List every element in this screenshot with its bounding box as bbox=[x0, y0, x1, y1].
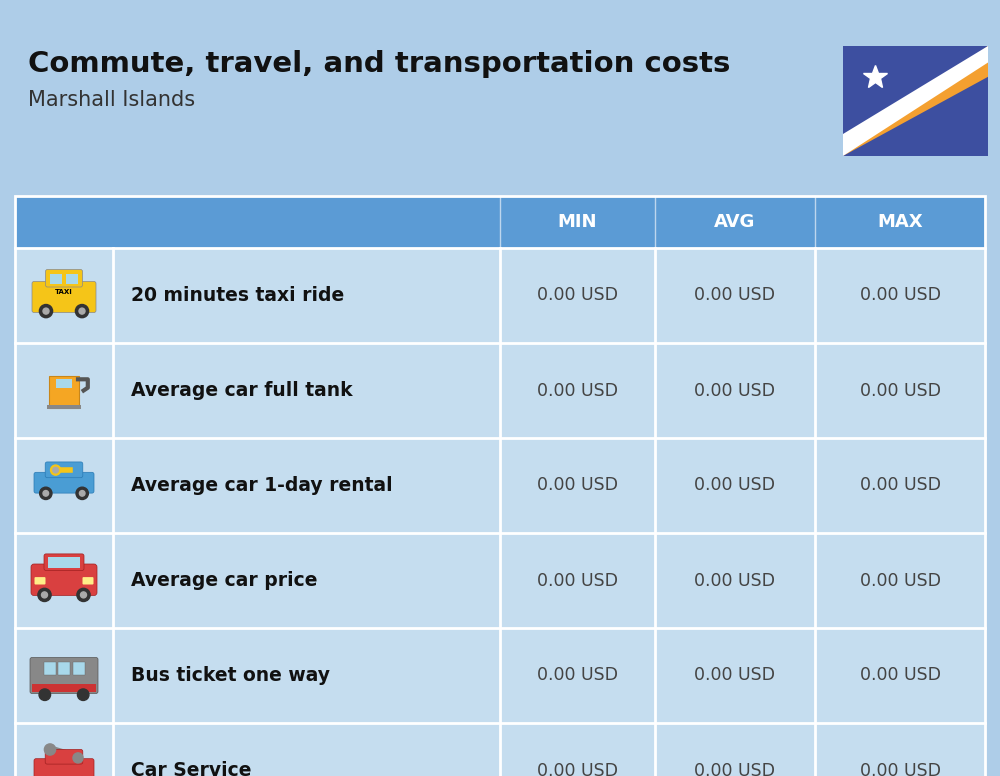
FancyBboxPatch shape bbox=[32, 282, 96, 313]
FancyBboxPatch shape bbox=[31, 564, 97, 595]
Circle shape bbox=[77, 689, 89, 701]
Circle shape bbox=[73, 753, 83, 763]
FancyBboxPatch shape bbox=[843, 46, 988, 156]
FancyBboxPatch shape bbox=[46, 269, 82, 287]
Circle shape bbox=[42, 592, 48, 598]
FancyBboxPatch shape bbox=[56, 379, 72, 388]
Text: 0.00 USD: 0.00 USD bbox=[537, 667, 618, 684]
Circle shape bbox=[39, 304, 53, 317]
FancyBboxPatch shape bbox=[58, 662, 70, 675]
Text: 0.00 USD: 0.00 USD bbox=[694, 571, 776, 590]
Circle shape bbox=[40, 487, 52, 500]
Text: 0.00 USD: 0.00 USD bbox=[694, 286, 776, 304]
FancyBboxPatch shape bbox=[48, 557, 80, 568]
FancyBboxPatch shape bbox=[34, 473, 94, 493]
FancyBboxPatch shape bbox=[15, 438, 985, 533]
Circle shape bbox=[44, 744, 56, 755]
Circle shape bbox=[38, 588, 51, 601]
FancyBboxPatch shape bbox=[30, 657, 98, 694]
FancyBboxPatch shape bbox=[45, 462, 83, 478]
FancyBboxPatch shape bbox=[45, 750, 83, 764]
Text: 0.00 USD: 0.00 USD bbox=[694, 382, 776, 400]
Polygon shape bbox=[843, 46, 988, 156]
Text: Average car 1-day rental: Average car 1-day rental bbox=[131, 476, 393, 495]
Text: 0.00 USD: 0.00 USD bbox=[537, 382, 618, 400]
FancyBboxPatch shape bbox=[50, 274, 62, 284]
FancyBboxPatch shape bbox=[47, 405, 81, 409]
Text: Average car full tank: Average car full tank bbox=[131, 381, 353, 400]
Circle shape bbox=[77, 588, 90, 601]
FancyBboxPatch shape bbox=[34, 577, 46, 584]
Circle shape bbox=[75, 304, 89, 317]
FancyBboxPatch shape bbox=[15, 533, 985, 628]
FancyBboxPatch shape bbox=[73, 662, 85, 675]
Text: 0.00 USD: 0.00 USD bbox=[537, 571, 618, 590]
Text: Commute, travel, and transportation costs: Commute, travel, and transportation cost… bbox=[28, 50, 730, 78]
Text: 0.00 USD: 0.00 USD bbox=[860, 382, 940, 400]
Circle shape bbox=[79, 490, 85, 496]
Circle shape bbox=[80, 592, 87, 598]
Text: Marshall Islands: Marshall Islands bbox=[28, 90, 195, 110]
Circle shape bbox=[53, 467, 58, 473]
Text: AVG: AVG bbox=[714, 213, 756, 231]
Text: 0.00 USD: 0.00 USD bbox=[860, 571, 940, 590]
Text: 0.00 USD: 0.00 USD bbox=[860, 286, 940, 304]
Text: MIN: MIN bbox=[558, 213, 597, 231]
Text: 0.00 USD: 0.00 USD bbox=[860, 761, 940, 776]
Circle shape bbox=[43, 490, 49, 496]
Circle shape bbox=[79, 308, 85, 314]
Text: TAXI: TAXI bbox=[55, 289, 73, 296]
FancyBboxPatch shape bbox=[34, 759, 94, 776]
Text: 0.00 USD: 0.00 USD bbox=[694, 667, 776, 684]
Text: MAX: MAX bbox=[877, 213, 923, 231]
Text: Car Service: Car Service bbox=[131, 761, 252, 776]
FancyBboxPatch shape bbox=[15, 628, 985, 723]
Text: 0.00 USD: 0.00 USD bbox=[694, 761, 776, 776]
Text: Average car price: Average car price bbox=[131, 571, 318, 590]
Circle shape bbox=[43, 308, 49, 314]
FancyBboxPatch shape bbox=[44, 662, 56, 675]
FancyBboxPatch shape bbox=[15, 723, 985, 776]
Text: 0.00 USD: 0.00 USD bbox=[537, 761, 618, 776]
Circle shape bbox=[51, 465, 61, 475]
Circle shape bbox=[39, 689, 51, 701]
FancyBboxPatch shape bbox=[32, 684, 96, 691]
FancyBboxPatch shape bbox=[15, 248, 985, 343]
Text: 0.00 USD: 0.00 USD bbox=[537, 286, 618, 304]
FancyBboxPatch shape bbox=[44, 554, 84, 570]
Polygon shape bbox=[843, 46, 988, 156]
Text: 20 minutes taxi ride: 20 minutes taxi ride bbox=[131, 286, 344, 305]
Text: 0.00 USD: 0.00 USD bbox=[860, 667, 940, 684]
FancyBboxPatch shape bbox=[82, 577, 94, 584]
Text: 0.00 USD: 0.00 USD bbox=[537, 476, 618, 494]
FancyBboxPatch shape bbox=[15, 343, 985, 438]
Text: Bus ticket one way: Bus ticket one way bbox=[131, 666, 330, 685]
Text: 0.00 USD: 0.00 USD bbox=[860, 476, 940, 494]
Text: 0.00 USD: 0.00 USD bbox=[694, 476, 776, 494]
FancyBboxPatch shape bbox=[49, 376, 79, 408]
FancyBboxPatch shape bbox=[15, 196, 985, 248]
FancyBboxPatch shape bbox=[66, 274, 78, 284]
Circle shape bbox=[76, 487, 88, 500]
